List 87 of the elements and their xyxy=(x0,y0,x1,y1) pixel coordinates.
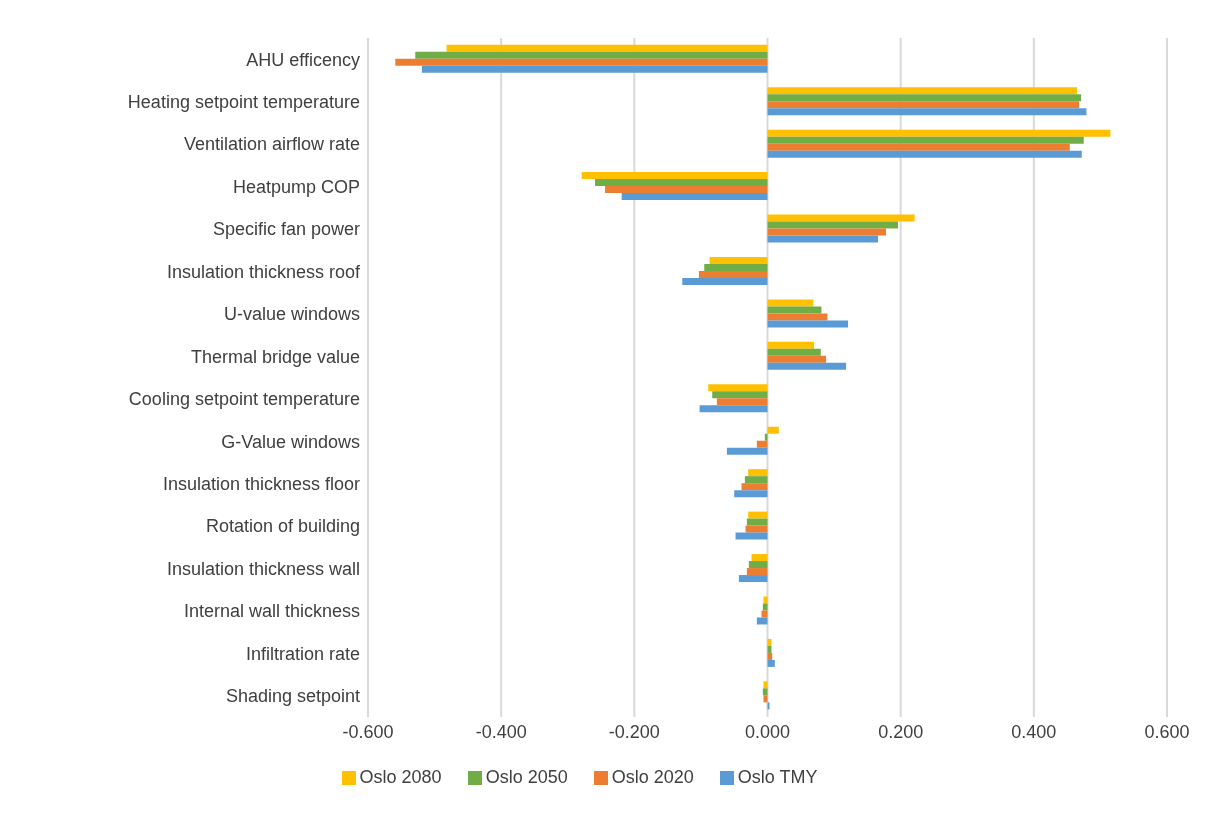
bar xyxy=(581,172,768,180)
bar xyxy=(767,313,828,321)
bar xyxy=(734,490,768,498)
x-tick-label: 0.200 xyxy=(878,721,924,742)
bar xyxy=(748,469,768,477)
bar xyxy=(764,433,768,441)
bar xyxy=(767,150,1082,158)
bar xyxy=(767,235,879,243)
bar xyxy=(712,391,768,399)
y-tick-label: Cooling setpoint temperature xyxy=(128,389,360,410)
bar xyxy=(746,568,768,576)
bar xyxy=(767,214,915,222)
bar xyxy=(767,306,822,314)
bar xyxy=(595,179,768,187)
bar xyxy=(716,398,768,406)
bar xyxy=(756,617,768,625)
y-tick-label: Thermal bridge value xyxy=(190,346,360,367)
bar xyxy=(738,575,768,583)
bar xyxy=(395,58,768,66)
bar xyxy=(763,681,768,689)
y-tick-label: Insulation thickness roof xyxy=(166,261,361,282)
bar xyxy=(748,511,768,519)
legend-label: Oslo 2020 xyxy=(611,767,694,787)
bar xyxy=(763,695,768,703)
y-tick-label: Specific fan power xyxy=(212,219,360,240)
bar xyxy=(767,362,847,370)
y-tick-label: Internal wall thickness xyxy=(183,601,360,622)
bar xyxy=(767,320,849,328)
y-tick-label: Insulation thickness floor xyxy=(162,473,360,494)
y-tick-label: Heatpump COP xyxy=(232,176,360,197)
x-tick-label: 0.400 xyxy=(1011,721,1057,742)
y-tick-label: Rotation of building xyxy=(205,516,360,537)
bar xyxy=(682,277,768,285)
y-tick-label: AHU efficency xyxy=(246,49,360,70)
bar xyxy=(767,426,779,434)
bar xyxy=(751,554,768,562)
bar xyxy=(767,94,1082,102)
x-tick-label: -0.200 xyxy=(608,721,660,742)
bar xyxy=(767,101,1080,109)
bar xyxy=(762,603,768,611)
bar xyxy=(744,476,768,484)
y-tick-label: Insulation thickness wall xyxy=(166,558,360,579)
bar xyxy=(746,518,768,526)
bar xyxy=(761,610,768,618)
y-tick-label: Shading setpoint xyxy=(225,686,360,707)
bar xyxy=(698,270,768,278)
bar xyxy=(704,263,768,271)
bar xyxy=(767,348,821,356)
y-tick-label: Infiltration rate xyxy=(245,643,360,664)
y-tick-label: Heating setpoint temperature xyxy=(127,92,360,113)
bar xyxy=(767,221,898,229)
bar xyxy=(415,51,768,59)
bar xyxy=(767,659,775,667)
bar xyxy=(767,87,1078,95)
bar xyxy=(756,440,768,448)
bar xyxy=(748,561,768,569)
bar xyxy=(708,384,768,392)
x-tick-label: 0.000 xyxy=(744,721,791,742)
bar xyxy=(745,525,768,533)
bar xyxy=(741,483,768,491)
bar xyxy=(762,688,768,696)
y-tick-label: G-Value windows xyxy=(221,431,360,452)
bar xyxy=(446,44,768,52)
bar xyxy=(767,228,887,236)
bar xyxy=(421,65,768,73)
bar xyxy=(767,341,815,349)
legend-label: Oslo 2050 xyxy=(485,767,568,787)
bar xyxy=(767,136,1084,144)
bar xyxy=(763,596,768,604)
x-tick-label: 0.600 xyxy=(1144,721,1190,742)
bar xyxy=(767,299,814,307)
bar xyxy=(767,143,1070,151)
y-tick-label: Ventilation airflow rate xyxy=(183,134,360,155)
bar xyxy=(605,186,768,194)
bar xyxy=(735,532,768,540)
x-tick-label: -0.600 xyxy=(342,721,394,742)
legend-label: Oslo 2080 xyxy=(359,767,442,787)
bar xyxy=(767,108,1087,116)
bar xyxy=(709,256,768,264)
y-tick-label: U-value windows xyxy=(223,304,360,325)
bar xyxy=(621,193,768,201)
bar xyxy=(699,405,768,413)
bar xyxy=(767,355,827,363)
bar xyxy=(767,129,1111,137)
bar xyxy=(726,447,768,455)
x-tick-label: -0.400 xyxy=(475,721,527,742)
legend-label: Oslo TMY xyxy=(737,767,818,787)
